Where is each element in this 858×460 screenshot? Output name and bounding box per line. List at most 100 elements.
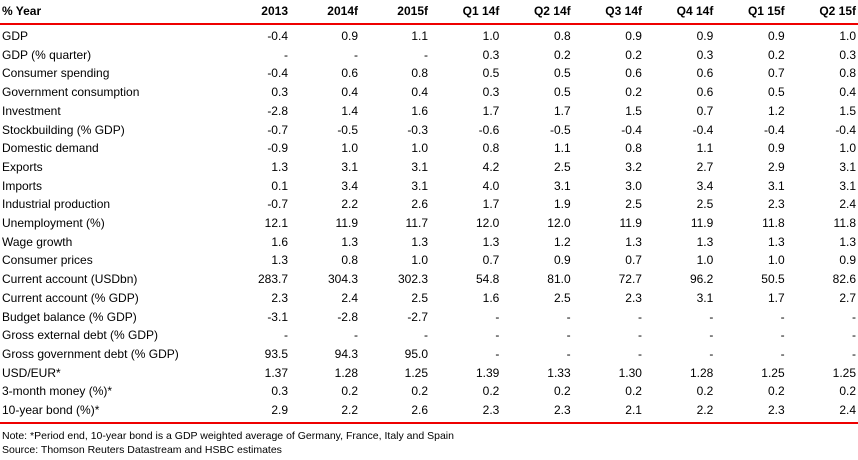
column-header: Q2 14f: [501, 0, 573, 25]
table-row: Exports 1.3 3.1 3.1 4.2 2.5 3.2 2.7 2.9 3.1: [0, 158, 858, 177]
value-cell: 0.9: [553, 253, 571, 268]
row-label: Wage growth: [2, 234, 73, 249]
value-cell: 0.7: [482, 253, 500, 268]
value-cell: 2.1: [572, 401, 644, 424]
value-cell: 0.2: [553, 47, 571, 62]
value-cell: 1.2: [767, 103, 785, 118]
value-cell: -0.4: [267, 29, 288, 43]
value-cell: 12.1: [264, 216, 288, 231]
row-label: Investment: [2, 103, 61, 118]
value-cell: 0.3: [696, 47, 714, 62]
value-cell: -: [780, 346, 785, 361]
value-cell: 3.1: [341, 159, 358, 174]
value-cell: 2.5: [553, 159, 571, 174]
value-cell: 1.0: [839, 141, 856, 156]
value-cell: 1.1: [411, 29, 428, 43]
value-cell: -0.4: [763, 122, 785, 137]
value-cell: 11.9: [619, 216, 642, 231]
row-label: Government consumption: [2, 85, 140, 100]
row-label: Budget balance (% GDP): [2, 309, 137, 324]
value-cell: 0.2: [625, 47, 642, 62]
row-label: Exports: [2, 159, 43, 174]
value-cell: 1.6: [271, 234, 288, 249]
value-cell: -: [495, 328, 500, 343]
table-row: Consumer prices 1.3 0.8 1.0 0.7 0.9 0.7 1.0 1.0 0…: [0, 251, 858, 270]
value-cell: 3.1: [839, 178, 856, 193]
value-cell: 93.5: [264, 346, 288, 361]
value-cell: 1.5: [625, 103, 642, 118]
value-cell: -0.4: [267, 66, 288, 81]
value-cell: 2.4: [786, 401, 858, 424]
value-cell: -0.6: [478, 122, 500, 137]
value-cell: 0.9: [696, 29, 714, 43]
column-header: Q1 14f: [430, 0, 502, 25]
value-cell: -: [709, 328, 714, 343]
value-cell: -2.8: [267, 103, 288, 118]
row-label: USD/EUR*: [2, 365, 61, 380]
value-cell: 2.7: [696, 159, 714, 174]
column-header: 2014f: [290, 0, 360, 25]
value-cell: 2.6: [360, 401, 430, 424]
table-footnotes: Note: *Period end, 10-year bond is a GDP…: [0, 424, 858, 457]
value-cell: 1.0: [411, 253, 428, 268]
value-cell: 0.7: [767, 66, 785, 81]
row-label: Stockbuilding (% GDP): [2, 122, 125, 137]
value-cell: 2.3: [767, 197, 785, 212]
table-row: 3-month money (%)* 0.3 0.2 0.2 0.2 0.2 0.2 0.2 0…: [0, 382, 858, 401]
value-cell: 0.2: [767, 384, 785, 399]
table-row: Gross external debt (% GDP) - - - - - - - - -: [0, 326, 858, 345]
value-cell: 2.5: [696, 197, 714, 212]
value-cell: 2.2: [643, 401, 716, 424]
value-cell: 0.4: [341, 85, 358, 100]
value-cell: 0.2: [482, 384, 500, 399]
value-cell: -: [780, 309, 785, 324]
row-label: 10-year bond (%)*: [0, 401, 220, 424]
value-cell: 1.4: [341, 103, 358, 118]
value-cell: 0.8: [839, 66, 856, 81]
column-header: Q1 15f: [715, 0, 787, 25]
value-cell: -: [495, 309, 500, 324]
value-cell: 2.3: [271, 290, 288, 305]
value-cell: -: [709, 346, 714, 361]
value-cell: 3.1: [767, 178, 785, 193]
value-cell: 0.9: [767, 141, 785, 156]
value-cell: 0.5: [767, 85, 785, 100]
value-cell: 0.8: [625, 141, 642, 156]
value-cell: 0.2: [553, 384, 571, 399]
value-cell: 1.2: [553, 234, 571, 249]
value-cell: 2.4: [839, 197, 856, 212]
value-cell: 1.39: [475, 365, 500, 380]
value-cell: -: [780, 328, 785, 343]
value-cell: 0.6: [696, 85, 714, 100]
value-cell: 3.1: [696, 290, 714, 305]
value-cell: 3.1: [553, 178, 571, 193]
value-cell: -0.7: [267, 197, 288, 212]
value-cell: -: [495, 346, 500, 361]
source-line: Source: Thomson Reuters Datastream and H…: [2, 443, 282, 456]
value-cell: 50.5: [761, 272, 785, 287]
value-cell: 2.7: [839, 290, 856, 305]
table-row: GDP (% quarter) - - - 0.3 0.2 0.2 0.3 0.2 0.3: [0, 46, 858, 65]
value-cell: 0.2: [625, 384, 642, 399]
row-label: Unemployment (%): [2, 216, 105, 231]
value-cell: -: [424, 328, 428, 343]
value-cell: 1.1: [696, 141, 714, 156]
value-cell: 0.9: [625, 29, 642, 43]
value-cell: 2.5: [625, 197, 642, 212]
value-cell: 1.3: [696, 234, 714, 249]
value-cell: -: [852, 328, 856, 343]
value-cell: 1.3: [767, 234, 785, 249]
table-row: Current account (USDbn) 283.7 304.3 302.3 54…: [0, 270, 858, 289]
row-label: GDP (% quarter): [2, 47, 92, 62]
table-row: 10-year bond (%)* 2.9 2.2 2.6 2.3 2.3 2.1 2.2 2.…: [0, 401, 858, 424]
value-cell: 3.2: [625, 159, 642, 174]
value-cell: 0.6: [341, 66, 358, 81]
row-label: Current account (% GDP): [2, 290, 139, 305]
row-label: Gross government debt (% GDP): [2, 346, 179, 361]
value-cell: 81.0: [547, 272, 571, 287]
value-cell: -: [566, 309, 571, 324]
note-line: Note: *Period end, 10-year bond is a GDP…: [2, 429, 454, 442]
value-cell: 1.30: [618, 365, 642, 380]
table-row: Unemployment (%) 12.1 11.9 11.7 12.0 12.0 11.9…: [0, 214, 858, 233]
